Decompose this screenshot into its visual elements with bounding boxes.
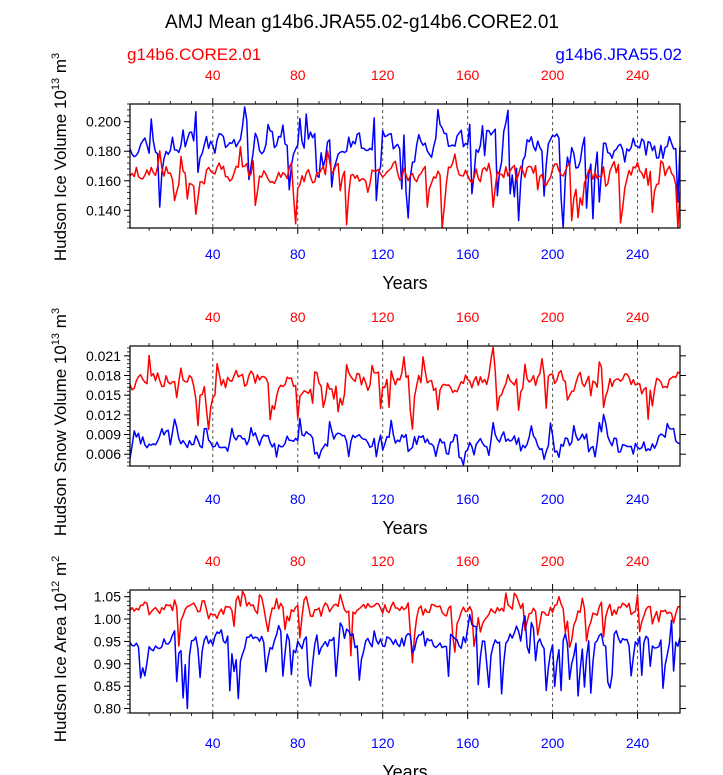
yaxis-label-unit: m	[51, 59, 70, 78]
ytick-label: 0.85	[94, 678, 121, 694]
xtick-label-bottom: 40	[205, 246, 221, 262]
series-line-core	[129, 146, 681, 229]
ytick-label: 0.160	[86, 173, 121, 189]
yaxis-label: Hudson Snow Volume 1013 m3	[50, 308, 70, 536]
ytick-label: 0.180	[86, 143, 121, 159]
ytick-label: 0.021	[86, 348, 121, 364]
xtick-label-bottom: 240	[626, 735, 650, 751]
xtick-label-bottom: 80	[290, 246, 306, 262]
ytick-label: 0.015	[86, 387, 121, 403]
xtick-label-bottom: 160	[456, 491, 480, 507]
xtick-label-top: 240	[626, 309, 650, 325]
figure-title: AMJ Mean g14b6.JRA55.02-g14b6.CORE2.01	[165, 12, 559, 33]
xtick-label-top: 160	[456, 67, 480, 83]
ytick-label: 1.00	[94, 611, 121, 627]
yaxis-label-unit-exp: 2	[50, 556, 62, 562]
series-line-core	[129, 346, 681, 431]
yaxis-label-unit-exp: 3	[50, 53, 62, 59]
ytick-label: 0.009	[86, 427, 121, 443]
yaxis-label-exp: 13	[50, 333, 62, 345]
yaxis-label-text: Hudson Ice Area 10	[51, 593, 70, 742]
xaxis-label: Years	[382, 762, 427, 775]
xtick-label-bottom: 160	[456, 735, 480, 751]
xtick-label-top: 240	[626, 67, 650, 83]
xtick-label-bottom: 200	[541, 491, 565, 507]
xtick-label-top: 200	[541, 553, 565, 569]
yaxis-label: Hudson Ice Volume 1013 m3	[50, 53, 70, 261]
ytick-label: 0.200	[86, 114, 121, 130]
plot-frame	[129, 103, 681, 229]
xtick-label-bottom: 120	[371, 246, 395, 262]
panel-snow-volume: 0.006 0.009 0.012 0.015 0.018 0.021 40 40 80 80 12…	[50, 308, 686, 538]
ytick-label: 0.80	[94, 701, 121, 717]
xaxis-label: Years	[382, 273, 427, 293]
ytick-label: 0.90	[94, 656, 121, 672]
xtick-label-bottom: 160	[456, 246, 480, 262]
ytick-label: 0.012	[86, 407, 121, 423]
xtick-label-top: 80	[290, 67, 306, 83]
yaxis-label-exp: 13	[50, 78, 62, 90]
xtick-label-bottom: 40	[205, 491, 221, 507]
yaxis-label-unit-exp: 3	[50, 308, 62, 314]
xtick-label-bottom: 200	[541, 735, 565, 751]
panel-ice-volume: 0.140 0.160 0.180 0.200 40 40 80 80 120 120 160 160…	[50, 53, 686, 293]
xtick-label-top: 240	[626, 553, 650, 569]
xtick-label-bottom: 240	[626, 491, 650, 507]
ytick-label: 1.05	[94, 589, 121, 605]
xtick-label-top: 40	[205, 309, 221, 325]
xtick-label-top: 120	[371, 309, 395, 325]
yaxis-label-text: Hudson Ice Volume 10	[51, 90, 70, 261]
xtick-label-bottom: 80	[290, 735, 306, 751]
xtick-label-bottom: 200	[541, 246, 565, 262]
xtick-label-bottom: 80	[290, 491, 306, 507]
plot-frame	[129, 345, 681, 467]
xaxis-label: Years	[382, 518, 427, 538]
series-line-jra	[129, 413, 681, 466]
xtick-label-bottom: 40	[205, 735, 221, 751]
ytick-label: 0.95	[94, 633, 121, 649]
ytick-label: 0.140	[86, 202, 121, 218]
plot-frame	[129, 589, 681, 714]
xtick-label-top: 80	[290, 309, 306, 325]
xtick-label-top: 120	[371, 67, 395, 83]
series-line-jra	[129, 106, 681, 229]
ytick-label: 0.006	[86, 446, 121, 462]
xtick-label-top: 160	[456, 309, 480, 325]
xtick-label-top: 200	[541, 309, 565, 325]
ytick-label: 0.018	[86, 368, 121, 384]
xtick-label-bottom: 240	[626, 246, 650, 262]
yaxis-label-exp: 12	[50, 581, 62, 593]
xtick-label-top: 40	[205, 553, 221, 569]
xtick-label-bottom: 120	[371, 491, 395, 507]
yaxis-label-text: Hudson Snow Volume 10	[51, 345, 70, 536]
panel-ice-area: 0.80 0.85 0.90 0.95 1.00 1.05 40 40 80 80 120 120 16…	[50, 553, 686, 775]
legend-jra-label: g14b6.JRA55.02	[555, 45, 682, 64]
yaxis-label: Hudson Ice Area 1012 m2	[50, 556, 70, 743]
yaxis-label-unit: m	[51, 314, 70, 333]
series-line-jra	[129, 613, 681, 710]
legend-core-label: g14b6.CORE2.01	[127, 45, 261, 64]
xtick-label-top: 40	[205, 67, 221, 83]
xtick-label-top: 80	[290, 553, 306, 569]
xtick-label-top: 200	[541, 67, 565, 83]
xtick-label-bottom: 120	[371, 735, 395, 751]
yaxis-label-unit: m	[51, 562, 70, 581]
xtick-label-top: 120	[371, 553, 395, 569]
series-line-core	[129, 590, 681, 664]
xtick-label-top: 160	[456, 553, 480, 569]
